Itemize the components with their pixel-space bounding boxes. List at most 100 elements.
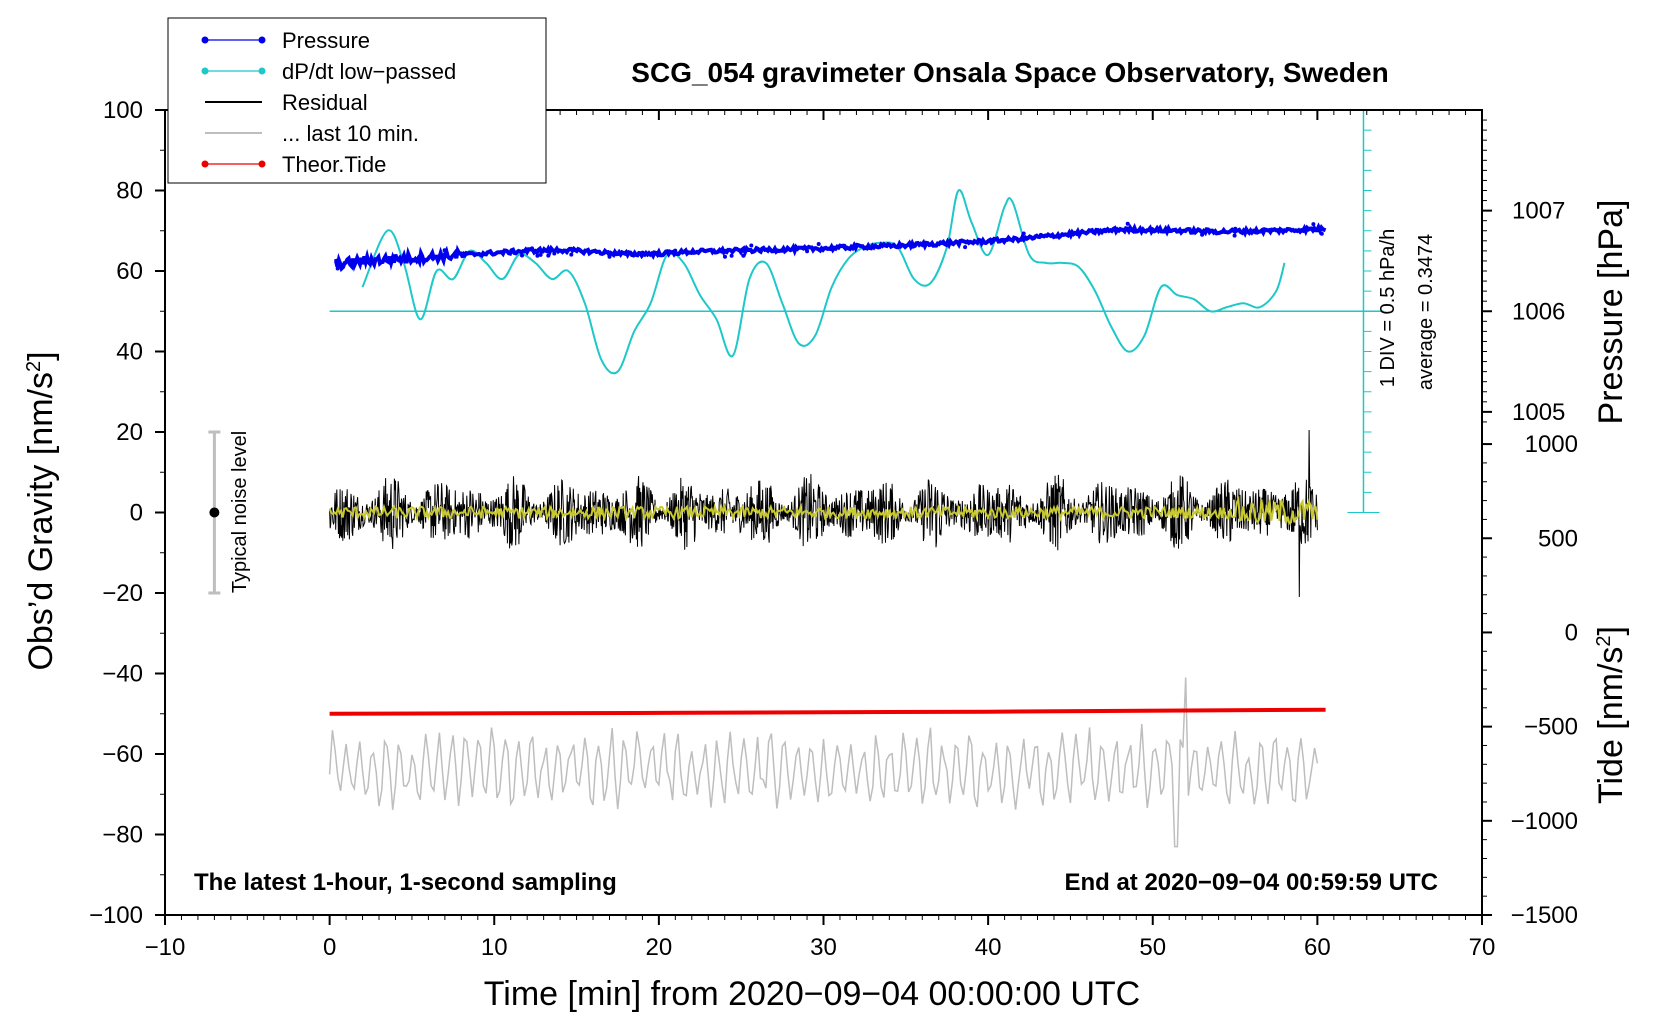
y-axis-label-tide-sup: 2	[1593, 635, 1615, 646]
series-pressure-point	[1103, 229, 1108, 234]
note-right: End at 2020−09−04 00:59:59 UTC	[1064, 869, 1438, 896]
x-tick-label: −10	[145, 934, 186, 961]
y-axis-label-tide-end: ]	[1592, 626, 1630, 635]
data-layer	[208, 109, 1384, 848]
series-pressure-point	[552, 251, 557, 256]
series-pressure-point	[1021, 231, 1026, 236]
series-pressure-point	[842, 243, 847, 248]
y-tick-label: −20	[102, 580, 143, 607]
series-pressure-point	[1233, 226, 1238, 231]
y-axis-label-pressure: Pressure [hPa]	[1592, 200, 1630, 425]
series-pressure-point	[816, 242, 821, 246]
series-pressure-point	[520, 253, 524, 258]
y-tick-label: 0	[130, 500, 143, 527]
legend-swatch-dot	[201, 160, 209, 168]
legend-swatch-dot	[258, 160, 266, 168]
y-tick-label: −60	[102, 741, 143, 768]
y-tick-label: −80	[102, 822, 143, 849]
series-tide-line	[329, 707, 1326, 716]
legend-items: Pressure dP/dt low−passed Residual ... last…	[201, 28, 456, 177]
x-tick-label: 40	[975, 934, 1002, 961]
tide-tick-label: −1000	[1511, 808, 1578, 835]
series-pressure-point	[535, 253, 540, 258]
tide-tick-label: 1000	[1525, 431, 1578, 458]
series-pressure-point	[1200, 232, 1205, 237]
tide-tick-label: 0	[1565, 619, 1578, 646]
series-pressure-point	[805, 249, 810, 254]
legend-swatch-dot	[201, 67, 209, 75]
series-pressure-point	[530, 246, 534, 251]
x-tick-label: 20	[646, 934, 673, 961]
tide-tick-label: 500	[1538, 525, 1578, 552]
legend-box	[167, 17, 547, 184]
series-pressure-point	[729, 253, 734, 258]
x-tick-label: 60	[1304, 934, 1331, 961]
series-pressure-point	[546, 253, 551, 258]
noise-level-label: Typical noise level	[229, 431, 251, 593]
series-pressure-point	[607, 254, 612, 259]
series-pressure-point	[1232, 233, 1237, 238]
series-pressure-point	[963, 245, 968, 250]
chart-title: SCG_054 gravimeter Onsala Space Observat…	[631, 57, 1388, 88]
series-pressure-point	[741, 253, 746, 258]
y-axis-label-tide-base: Tide [nm/s	[1592, 647, 1630, 804]
y-tick-label: 100	[103, 97, 143, 124]
y-tick-label: 60	[116, 258, 143, 285]
series-pressure-point	[339, 264, 344, 269]
tide-tick-label: −1500	[1511, 902, 1578, 929]
series-dpdt-line	[361, 189, 1286, 375]
y-tick-label: −40	[102, 661, 143, 688]
y-axis-label-left: Obs’d Gravity [nm/s2]	[22, 351, 60, 670]
noise-bar-center	[209, 507, 220, 518]
legend-label: Theor.Tide	[282, 152, 386, 177]
series-pressure-point	[462, 251, 467, 256]
series-pressure-point	[335, 266, 340, 271]
legend-label: dP/dt low−passed	[282, 59, 456, 84]
series-pressure-point	[640, 250, 645, 255]
legend-swatch-dot	[201, 36, 209, 44]
x-tick-label: 30	[810, 934, 837, 961]
y-axis-label-tide: Tide [nm/s2]	[1592, 626, 1630, 804]
series-pressure-point	[526, 247, 531, 252]
series-pressure-point	[1319, 231, 1324, 236]
series-pressure-line	[333, 222, 1327, 273]
series-pressure-point	[430, 256, 435, 261]
x-tick-label: 50	[1139, 934, 1166, 961]
series-pressure-point	[1126, 228, 1131, 233]
dpdt-average-label: average = 0.3474	[1415, 234, 1437, 390]
legend: Pressure dP/dt low−passed Residual ... last…	[167, 17, 547, 184]
series-pressure-point	[1125, 221, 1130, 226]
x-tick-label: 0	[323, 934, 336, 961]
series-pressure-point	[673, 248, 678, 253]
y-tick-label: 40	[116, 339, 143, 366]
dpdt-div-label: 1 DIV = 0.5 hPa/h	[1377, 229, 1399, 387]
series-pressure-point	[1311, 222, 1316, 227]
pressure-tick-label: 1005	[1512, 399, 1565, 426]
pressure-tick-label: 1006	[1512, 298, 1565, 325]
legend-label: Residual	[282, 90, 368, 115]
axes-layer: −10 0 10 20 30 40 50 60 70−100−80−60−40−20020406…	[89, 97, 1578, 961]
y-axis-label-left-sup: 2	[23, 361, 45, 372]
x-axis-label: Time [min] from 2020−09−04 00:00:00 UTC	[484, 975, 1140, 1013]
x-tick-label: 70	[1469, 934, 1496, 961]
legend-label: Pressure	[282, 28, 370, 53]
series-pressure-point	[723, 254, 727, 259]
legend-swatch-dot	[258, 67, 266, 75]
series-pressure-point	[538, 252, 543, 257]
y-tick-label: −100	[89, 902, 143, 929]
y-tick-label: 80	[116, 178, 143, 205]
series-residual-lowpass-line	[328, 495, 1319, 525]
series-last10-line	[328, 677, 1319, 848]
series-pressure-point	[442, 248, 447, 253]
legend-swatch-dot	[258, 36, 266, 44]
series-pressure-point	[437, 254, 442, 259]
legend-label: ... last 10 min.	[282, 121, 419, 146]
y-axis-label-left-end: ]	[22, 351, 60, 360]
series-pressure-point	[991, 237, 995, 242]
series-pressure-point	[749, 243, 754, 248]
series-pressure-point	[1038, 232, 1043, 237]
series-pressure-point	[870, 244, 875, 249]
x-tick-label: 10	[481, 934, 508, 961]
y-tick-label: 20	[116, 419, 143, 446]
